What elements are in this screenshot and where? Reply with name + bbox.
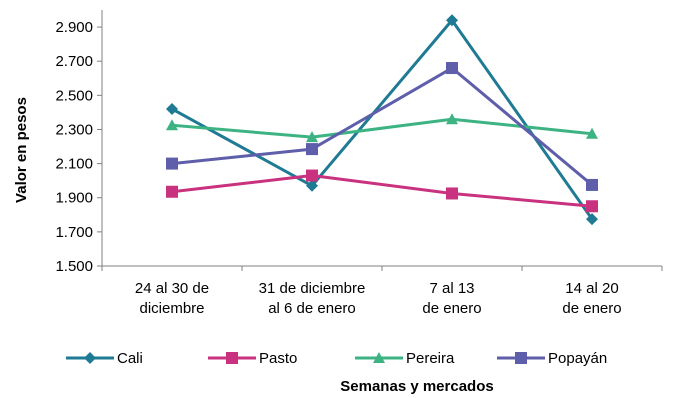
y-tick-label: 1.900	[55, 190, 93, 207]
y-tick-label: 2.700	[55, 53, 93, 70]
x-tick-label: 14 al 20 de enero	[562, 280, 621, 317]
x-tick-label: 31 de diciembre al 6 de enero	[259, 280, 366, 317]
axes	[97, 10, 663, 271]
legend-marker	[226, 352, 238, 364]
data-point-pereira	[446, 113, 458, 125]
x-axis-title: Semanas y mercados	[340, 378, 493, 395]
data-point-pasto	[446, 187, 458, 200]
series-group	[166, 14, 598, 226]
legend-item-popayan: Popayán	[497, 350, 607, 367]
data-point-popayan	[166, 157, 178, 170]
legend-marker	[84, 352, 96, 364]
data-point-pereira	[306, 131, 318, 143]
y-tick-label: 1.500	[55, 258, 93, 275]
data-point-pasto	[306, 169, 318, 182]
series-cali	[166, 14, 598, 226]
data-point-cali	[166, 102, 178, 115]
series-line-pereira	[171, 117, 593, 139]
x-tick-label: 7 al 13 de enero	[422, 280, 481, 317]
data-point-popayan	[306, 143, 318, 156]
y-tick-label: 2.100	[55, 156, 93, 173]
legend: Cali Pasto Pereira Popayán	[66, 350, 607, 367]
data-point-popayan	[586, 178, 598, 191]
legend-item-cali: Cali	[66, 350, 143, 367]
y-tick-label: 2.500	[55, 87, 93, 104]
series-line-popayan	[171, 66, 593, 187]
legend-label: Popayán	[548, 350, 607, 367]
legend-label: Pereira	[406, 350, 455, 367]
y-tick-label: 2.300	[55, 121, 93, 138]
legend-item-pasto: Pasto	[208, 350, 297, 367]
data-point-pasto	[586, 200, 598, 213]
legend-marker	[515, 352, 527, 364]
y-tick-labels: 1.500 1.700 1.900 2.100 2.300 2.500 2.700 2.900	[55, 19, 93, 275]
series-line-pasto	[171, 174, 593, 208]
data-point-cali	[446, 14, 458, 27]
data-point-pasto	[166, 185, 178, 198]
series-popayan	[166, 62, 598, 191]
data-point-pereira	[166, 119, 178, 131]
y-tick-label: 2.900	[55, 19, 93, 36]
data-point-cali	[586, 213, 598, 226]
y-axis-title: Valor en pesos	[13, 97, 30, 203]
legend-label: Pasto	[259, 350, 297, 367]
x-tick-label: 24 al 30 de diciembre	[135, 280, 209, 317]
legend-marker	[373, 352, 385, 363]
data-point-popayan	[446, 62, 458, 75]
legend-item-pereira: Pereira	[355, 350, 455, 367]
series-line-cali	[171, 18, 594, 220]
series-pasto	[166, 169, 598, 213]
legend-label: Cali	[117, 350, 143, 367]
data-point-pereira	[586, 127, 598, 139]
y-tick-label: 1.700	[55, 224, 93, 241]
data-point-cali	[306, 179, 318, 192]
x-tick-labels: 24 al 30 de diciembre 31 de diciembre al 6 …	[135, 280, 622, 317]
